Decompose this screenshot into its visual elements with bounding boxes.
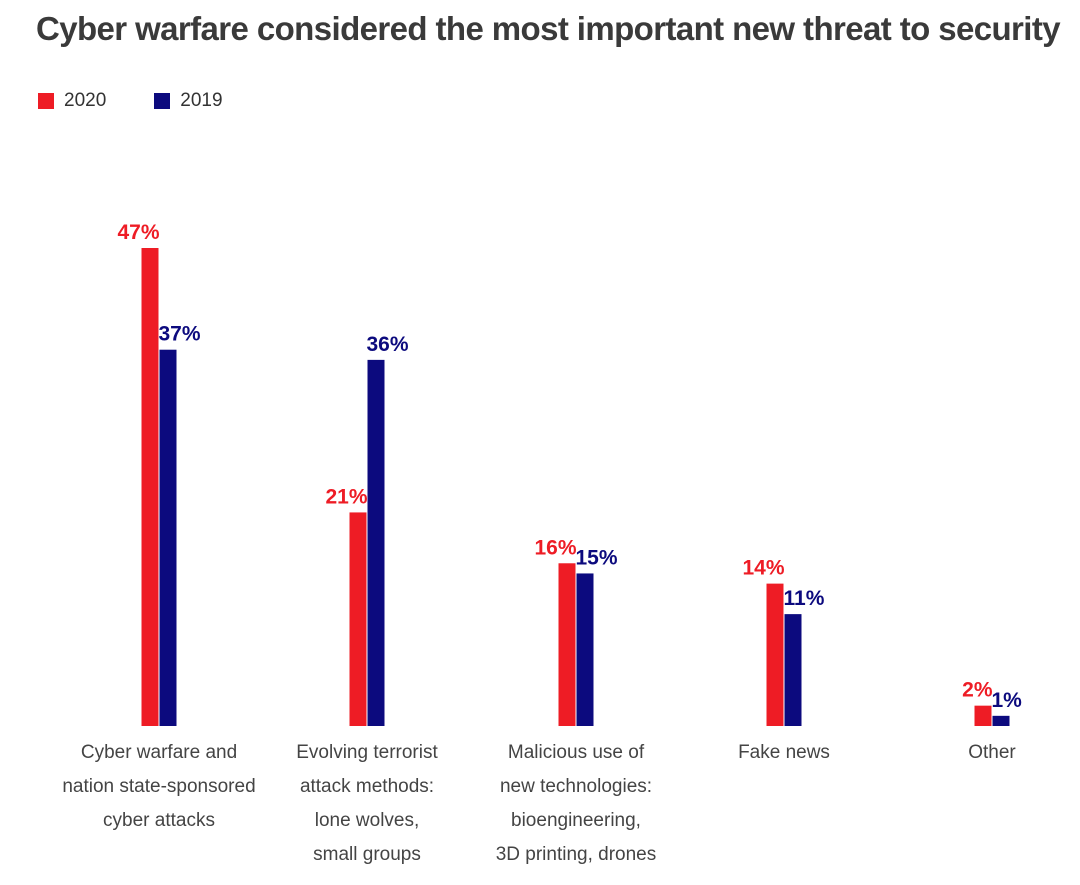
legend-swatch-2020 <box>38 93 54 109</box>
bar-2020-cat4 <box>974 705 992 726</box>
x-tick-label-cat4: Other <box>872 736 1080 770</box>
data-label-2019-cat3: 11% <box>784 587 825 610</box>
chart-title: Cyber warfare considered the most import… <box>36 10 1061 47</box>
legend-label-2020: 2020 <box>64 90 107 111</box>
x-tick-label-line: nation state-sponsored <box>62 776 256 797</box>
x-tick-label-line: new technologies: <box>499 776 653 797</box>
x-tick-label-line: Malicious use of <box>507 742 645 763</box>
x-tick-label-cat2: Malicious use of new technologies: bioengi… <box>456 736 696 872</box>
data-label-2020-cat1: 21% <box>325 485 367 508</box>
x-tick-label-cat0: Cyber warfare and nation state-sponsored c… <box>39 736 279 838</box>
x-tick-label-line: attack methods: <box>299 776 435 797</box>
x-tick-label-line: small groups <box>313 844 421 865</box>
x-tick-label-line: bioengineering, <box>511 810 641 831</box>
x-tick-label-cat3: Fake news <box>664 736 904 770</box>
data-label-2020-cat0: 47% <box>117 221 159 244</box>
bar-2019-cat0 <box>159 349 177 726</box>
bar-2019-cat3 <box>784 614 802 726</box>
bar-2020-cat0 <box>141 248 159 726</box>
x-tick-label-line: 3D printing, drones <box>495 844 657 865</box>
x-tick-label-cat1: Evolving terrorist attack methods: lone wo… <box>247 736 487 872</box>
bar-2020-cat2 <box>558 563 576 726</box>
bar-2019-cat2 <box>576 573 594 726</box>
legend: 2020 2019 <box>38 90 271 112</box>
x-tick-label-line: Other <box>968 742 1016 763</box>
data-label-2020-cat2: 16% <box>534 536 576 559</box>
data-label-2020-cat4: 2% <box>962 679 993 702</box>
bar-2019-cat1 <box>367 359 385 726</box>
bar-2020-cat1 <box>349 512 367 726</box>
bar-2020-cat3 <box>766 583 784 726</box>
x-tick-label-line: Evolving terrorist <box>296 742 438 763</box>
x-tick-label-line: cyber attacks <box>103 810 215 831</box>
legend-item-2019: 2019 <box>154 90 223 112</box>
data-label-2019-cat0: 37% <box>159 323 201 346</box>
legend-swatch-2019 <box>154 93 171 109</box>
data-label-2019-cat1: 36% <box>367 333 409 356</box>
x-tick-label-line: Cyber warfare and <box>80 742 238 763</box>
legend-item-2020: 2020 <box>38 90 106 112</box>
data-label-2020-cat3: 14% <box>742 557 784 580</box>
data-label-2019-cat2: 15% <box>576 546 618 569</box>
bar-2019-cat4 <box>992 715 1010 726</box>
x-tick-label-line: Fake news <box>738 742 830 763</box>
data-label-2019-cat4: 1% <box>992 689 1023 712</box>
legend-label-2019: 2019 <box>180 90 223 111</box>
x-tick-label-line: lone wolves, <box>314 810 420 831</box>
